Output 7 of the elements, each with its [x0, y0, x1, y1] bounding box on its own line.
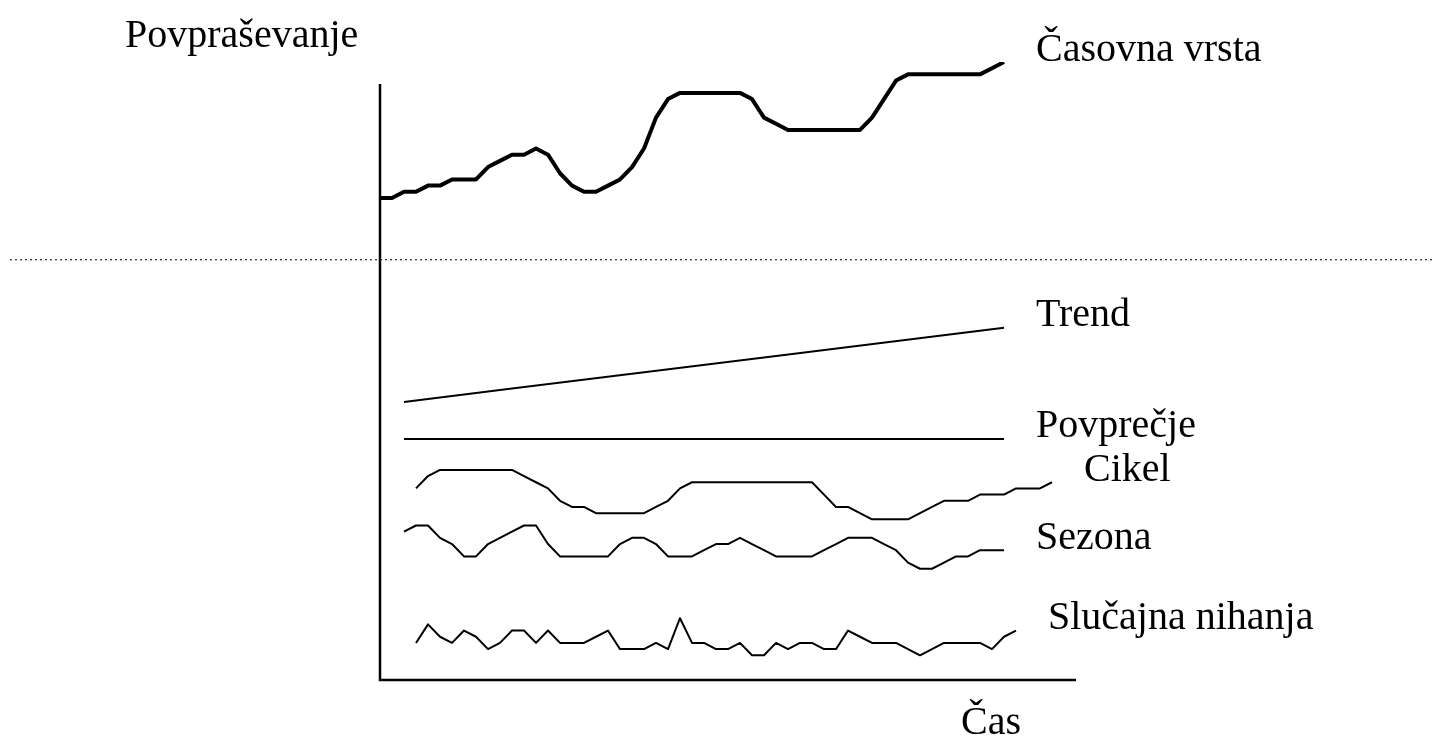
series-label: Slučajna nihanja	[1048, 593, 1314, 639]
series-label: Povprečje	[1036, 401, 1196, 447]
series-label: Časovna vrsta	[1036, 24, 1262, 70]
series-label: Trend	[1036, 290, 1131, 336]
series-label: Sezona	[1036, 512, 1152, 558]
x-axis-title: Čas	[961, 697, 1021, 743]
y-axis-title: Povpraševanje	[125, 10, 359, 56]
